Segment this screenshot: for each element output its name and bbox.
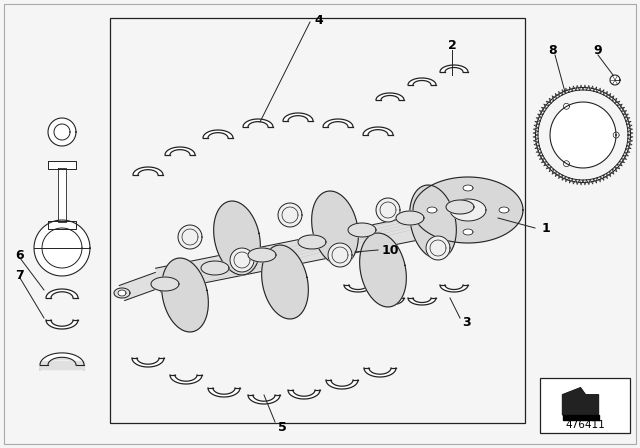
Polygon shape <box>40 361 84 369</box>
Polygon shape <box>40 353 84 371</box>
Text: 1: 1 <box>542 221 551 234</box>
Polygon shape <box>119 272 161 301</box>
Text: 3: 3 <box>462 315 470 328</box>
Text: 8: 8 <box>548 43 557 56</box>
Text: 5: 5 <box>278 421 287 434</box>
Polygon shape <box>248 395 280 404</box>
Polygon shape <box>550 102 616 168</box>
Polygon shape <box>178 225 202 249</box>
Polygon shape <box>376 198 400 222</box>
Polygon shape <box>40 353 84 365</box>
Polygon shape <box>118 290 126 296</box>
Polygon shape <box>48 221 76 229</box>
Text: 7: 7 <box>15 268 24 281</box>
Polygon shape <box>243 119 273 127</box>
Polygon shape <box>396 211 424 225</box>
Polygon shape <box>360 233 406 307</box>
Polygon shape <box>46 289 78 298</box>
Polygon shape <box>133 167 163 175</box>
Polygon shape <box>440 285 468 292</box>
Polygon shape <box>165 147 195 155</box>
Polygon shape <box>151 277 179 291</box>
Polygon shape <box>376 298 404 305</box>
Polygon shape <box>162 258 209 332</box>
Text: 2: 2 <box>447 39 456 52</box>
Polygon shape <box>408 78 436 85</box>
Polygon shape <box>463 185 473 191</box>
Polygon shape <box>208 388 240 397</box>
Text: 6: 6 <box>15 249 24 262</box>
Polygon shape <box>114 288 122 298</box>
Polygon shape <box>298 235 326 249</box>
Polygon shape <box>408 298 436 305</box>
Polygon shape <box>48 118 76 146</box>
Polygon shape <box>450 199 486 221</box>
Text: 476411: 476411 <box>565 420 605 430</box>
Polygon shape <box>563 415 598 420</box>
Polygon shape <box>610 75 620 85</box>
Polygon shape <box>376 93 404 100</box>
Polygon shape <box>48 161 76 169</box>
Polygon shape <box>499 207 509 213</box>
Text: 10: 10 <box>382 244 399 257</box>
Polygon shape <box>348 223 376 237</box>
Polygon shape <box>563 388 598 415</box>
Polygon shape <box>201 261 229 275</box>
Polygon shape <box>170 375 202 384</box>
Polygon shape <box>54 124 70 140</box>
Polygon shape <box>427 207 437 213</box>
Polygon shape <box>363 127 393 135</box>
Polygon shape <box>46 320 78 329</box>
Polygon shape <box>463 229 473 235</box>
Polygon shape <box>203 130 233 138</box>
Polygon shape <box>364 368 396 377</box>
Polygon shape <box>328 243 352 267</box>
Polygon shape <box>132 358 164 367</box>
Polygon shape <box>278 203 302 227</box>
Polygon shape <box>248 248 276 262</box>
Polygon shape <box>230 248 254 272</box>
Text: 9: 9 <box>594 43 602 56</box>
Polygon shape <box>446 200 474 214</box>
Polygon shape <box>34 220 90 276</box>
Polygon shape <box>214 201 260 275</box>
Polygon shape <box>288 390 320 399</box>
Bar <box>540 378 630 433</box>
Text: 4: 4 <box>314 13 323 26</box>
Polygon shape <box>413 177 523 243</box>
Polygon shape <box>410 185 456 259</box>
Polygon shape <box>156 203 484 292</box>
Polygon shape <box>440 65 468 72</box>
Polygon shape <box>326 380 358 389</box>
Polygon shape <box>312 191 358 265</box>
Polygon shape <box>344 285 372 292</box>
Polygon shape <box>58 168 66 222</box>
Polygon shape <box>426 236 450 260</box>
Polygon shape <box>283 113 313 121</box>
Polygon shape <box>323 119 353 127</box>
Bar <box>110 18 525 423</box>
Polygon shape <box>262 245 308 319</box>
